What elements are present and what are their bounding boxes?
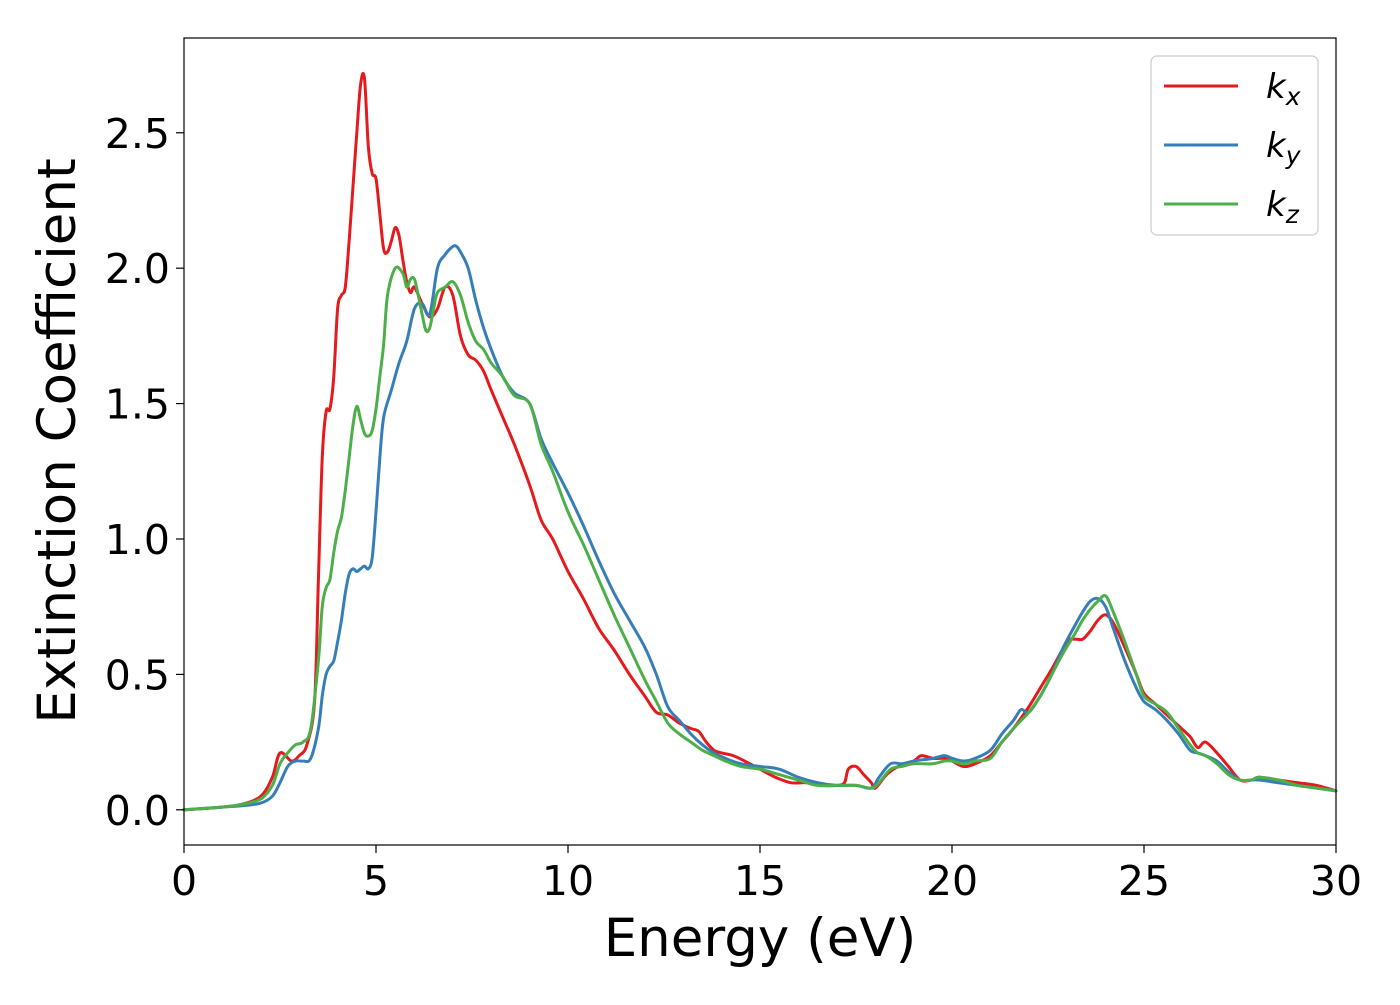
legend: kx ky kz [1150,55,1319,236]
y-axis-ticks: 0.0 0.5 1.0 1.5 2.0 2.5 [105,110,184,835]
y-tick-label: 2.5 [105,110,170,158]
y-axis-label: Extinction Coefficient [27,158,88,724]
series-line-kx [182,71,1338,812]
series-line-ky [182,244,1338,812]
x-tick-label: 10 [542,857,594,905]
legend-label-kz: kz [1266,185,1300,229]
legend-label-ky: ky [1266,126,1302,170]
y-tick-label: 0.5 [105,651,170,699]
legend-items: kx ky kz [1164,67,1302,229]
x-tick-label: 25 [1118,857,1170,905]
y-tick-label: 1.5 [105,381,170,429]
legend-label-kx: kx [1266,67,1301,111]
x-tick-label: 0 [171,857,197,905]
x-tick-label: 15 [734,857,786,905]
plot-lines [182,71,1338,812]
x-tick-label: 30 [1310,857,1362,905]
y-tick-label: 2.0 [105,245,170,293]
x-tick-label: 20 [926,857,978,905]
x-axis-label: Energy (eV) [604,908,917,969]
series-line-kz [182,265,1338,812]
x-axis-ticks: 0 5 10 15 20 25 30 [171,845,1362,905]
y-tick-label: 1.0 [105,516,170,564]
y-tick-label: 0.0 [105,787,170,835]
x-tick-label: 5 [363,857,389,905]
